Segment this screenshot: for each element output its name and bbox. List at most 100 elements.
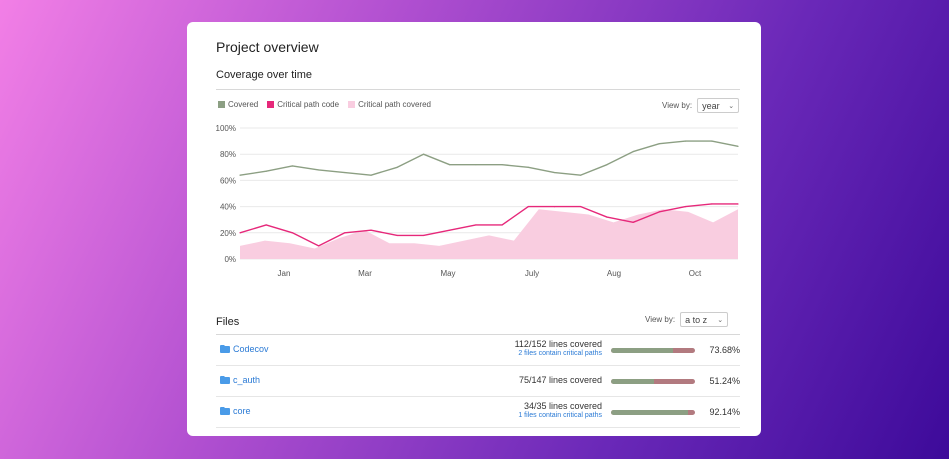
- coverage-bar: [611, 348, 695, 353]
- sort-select[interactable]: a to z ⌄: [680, 312, 729, 327]
- data-point-critical-path-code: [291, 232, 294, 234]
- file-name-link[interactable]: Codecov: [233, 344, 269, 354]
- x-tick-label: July: [525, 269, 539, 278]
- data-point-critical-path-code: [239, 232, 241, 234]
- file-stats: 112/152 lines covered 2 files contain cr…: [515, 339, 602, 357]
- data-point-critical-path-code: [396, 234, 398, 237]
- coverage-percent: 73.68%: [709, 345, 740, 355]
- data-point-covered: [527, 166, 529, 168]
- chart-view-by: View by: year ⌄: [662, 98, 740, 113]
- legend-swatch-covered: [218, 101, 225, 108]
- data-point-covered: [422, 153, 425, 155]
- legend-label: Critical path code: [277, 100, 340, 109]
- data-point-critical-path-code: [449, 229, 451, 231]
- data-point-critical-path-code: [422, 234, 425, 237]
- data-point-covered: [737, 145, 739, 147]
- x-tick-label: May: [440, 269, 455, 278]
- coverage-bar: [611, 410, 695, 415]
- page-title: Project overview: [216, 39, 319, 55]
- legend-label: Critical path covered: [358, 100, 431, 109]
- folder-icon: [220, 407, 230, 415]
- chevron-down-icon: ⌄: [728, 102, 735, 110]
- data-point-covered: [396, 166, 398, 168]
- files-divider: [216, 334, 740, 335]
- coverage-chart: 100% 80% 60% 40% 20% 0% Jan Mar May July Aug Oct: [216, 124, 739, 278]
- data-point-critical-path-code: [711, 203, 713, 205]
- files-section-title: Files: [216, 316, 240, 328]
- series-line-critical-path-code: [239, 203, 738, 247]
- section-divider: [216, 89, 740, 90]
- data-point-covered: [449, 164, 451, 166]
- data-point-covered: [684, 140, 687, 142]
- data-point-critical-path-code: [318, 245, 320, 247]
- data-point-critical-path-code: [527, 206, 529, 208]
- file-row[interactable]: c_auth 75/147 lines covered 51.24%: [216, 366, 740, 397]
- data-point-critical-path-code: [632, 221, 634, 223]
- project-overview-card: Project overview Coverage over time Cove…: [187, 22, 761, 436]
- lines-covered: 75/147 lines covered: [518, 375, 602, 385]
- legend-item-covered: Covered: [218, 100, 258, 109]
- x-tick-label: Mar: [358, 269, 372, 278]
- data-point-covered: [344, 171, 346, 174]
- data-point-covered: [711, 140, 713, 142]
- series-line-covered: [239, 140, 739, 176]
- coverage-bar-fill: [611, 379, 655, 384]
- data-point-covered: [501, 164, 503, 166]
- coverage-percent: 51.24%: [709, 376, 740, 386]
- chart-legend: Covered Critical path code Critical path…: [218, 100, 440, 109]
- folder-icon: [220, 376, 230, 384]
- data-point-critical-path-code: [344, 232, 346, 234]
- data-point-critical-path-code: [265, 224, 267, 226]
- x-tick-label: Oct: [689, 269, 702, 278]
- data-point-critical-path-code: [658, 211, 660, 213]
- y-tick-label: 20%: [220, 229, 236, 238]
- lines-covered: 34/35 lines covered: [523, 401, 602, 411]
- data-point-critical-path-code: [475, 224, 477, 226]
- file-stats: 75/147 lines covered: [519, 375, 602, 385]
- y-tick-label: 60%: [220, 176, 236, 185]
- view-by-label: View by:: [645, 315, 676, 324]
- y-tick-label: 100%: [216, 124, 236, 133]
- folder-icon: [220, 345, 230, 353]
- data-point-critical-path-code: [553, 206, 556, 208]
- data-point-covered: [475, 164, 477, 166]
- legend-swatch-critical-path-covered: [348, 101, 356, 108]
- data-point-covered: [239, 174, 241, 176]
- y-tick-label: 40%: [220, 203, 236, 212]
- coverage-bar-fill: [611, 410, 689, 415]
- file-row[interactable]: Codecov 112/152 lines covered 2 files co…: [216, 335, 740, 366]
- data-point-covered: [291, 165, 294, 167]
- data-point-covered: [632, 150, 634, 153]
- coverage-section-title: Coverage over time: [216, 69, 312, 81]
- legend-swatch-critical-path-code: [267, 101, 275, 108]
- legend-item-critical-path-covered: Critical path covered: [348, 100, 431, 109]
- lines-covered: 112/152 lines covered: [514, 339, 602, 349]
- data-point-critical-path-code: [606, 216, 608, 218]
- year-select-value: year: [702, 100, 720, 111]
- data-point-covered: [265, 170, 267, 172]
- data-point-covered: [318, 169, 320, 171]
- critical-paths-link[interactable]: 2 files contain critical paths: [518, 350, 602, 357]
- coverage-bar-fill: [611, 348, 673, 353]
- files-view-by: View by: a to z ⌄: [645, 312, 729, 327]
- data-point-covered: [553, 171, 556, 174]
- data-point-covered: [606, 164, 608, 166]
- series-area-critical-path-covered: [240, 209, 738, 259]
- file-name-link[interactable]: c_auth: [233, 375, 261, 385]
- data-point-critical-path-code: [580, 206, 582, 208]
- x-tick-label: Jan: [278, 269, 291, 278]
- file-name-link[interactable]: core: [233, 406, 251, 416]
- y-tick-label: 80%: [220, 150, 236, 159]
- data-point-covered: [658, 143, 660, 145]
- x-tick-label: Aug: [607, 269, 621, 278]
- year-select[interactable]: year ⌄: [697, 98, 740, 113]
- data-point-critical-path-code: [684, 206, 687, 208]
- data-point-covered: [580, 174, 582, 176]
- chevron-down-icon: ⌄: [717, 316, 724, 324]
- file-row[interactable]: core 34/35 lines covered 1 files contain…: [216, 397, 740, 428]
- view-by-label: View by:: [662, 101, 693, 110]
- critical-paths-link[interactable]: 1 files contain critical paths: [518, 412, 602, 419]
- file-stats: 34/35 lines covered 1 files contain crit…: [518, 401, 602, 419]
- legend-label: Covered: [228, 100, 259, 109]
- coverage-bar: [611, 379, 695, 384]
